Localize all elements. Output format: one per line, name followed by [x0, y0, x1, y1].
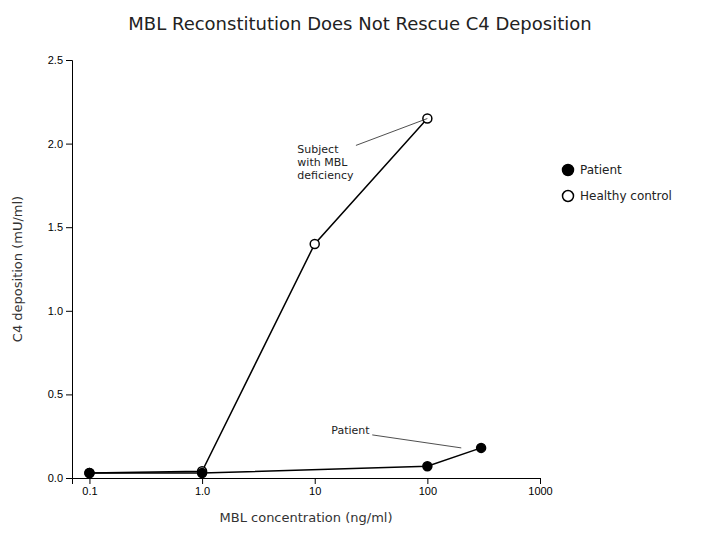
legend-marker: [563, 165, 574, 176]
x-tick: 10: [309, 478, 321, 497]
chart: 0.1 1.0 10 100 1000 0.0 0.5 1.0 1.5 2.0 2.5 Subject…: [0, 0, 720, 540]
legend-item: Patient: [563, 163, 623, 177]
y-tick: 1.0: [48, 305, 72, 317]
series: [85, 443, 486, 477]
series-point: [423, 462, 432, 471]
y-tick: 2.0: [48, 138, 72, 150]
x-axis: 0.1 1.0 10 100 1000: [73, 478, 553, 497]
x-tick-label: 1000: [528, 485, 552, 497]
x-tick-mark: [540, 478, 541, 484]
series-line: [89, 448, 481, 473]
x-tick-label: 100: [419, 485, 437, 497]
x-tick-label: 10: [309, 485, 321, 497]
annotations: Subjectwith MBLdeficiency Patient: [297, 119, 461, 448]
y-axis: 0.0 0.5 1.0 1.5 2.0 2.5: [48, 54, 73, 484]
x-tick-label: 1.0: [195, 485, 210, 497]
series-point: [85, 468, 94, 477]
annotation-text: Subjectwith MBLdeficiency: [297, 143, 354, 181]
legend-item: Healthy control: [563, 189, 672, 203]
marks: [85, 114, 486, 477]
annotation-text: Patient: [331, 424, 370, 437]
x-axis-line: [73, 479, 541, 485]
y-axis-line: [66, 61, 73, 479]
y-tick-label: 2.5: [48, 54, 63, 66]
annotation-connector: [372, 435, 461, 448]
plot: 0.1 1.0 10 100 1000 0.0 0.5 1.0 1.5 2.0 2.5 Subject…: [48, 54, 553, 497]
y-axis-title: C4 deposition (mU/ml): [10, 196, 25, 342]
series-point: [310, 239, 319, 248]
series-point: [198, 468, 207, 477]
series-point: [477, 443, 486, 452]
x-tick-mark: [427, 478, 428, 484]
annotation-line: Patient: [331, 424, 370, 437]
annotation-line: deficiency: [297, 169, 354, 182]
legend-marker: [563, 191, 574, 202]
y-tick-mark: [66, 478, 72, 479]
annotation-line: Subject: [297, 143, 339, 156]
x-tick-mark: [315, 478, 316, 484]
y-tick-label: 1.0: [48, 305, 63, 317]
y-tick-mark: [66, 227, 72, 228]
legend-label: Healthy control: [580, 189, 672, 203]
y-tick-label: 0.5: [48, 388, 63, 400]
y-tick: 0.0: [48, 472, 72, 484]
x-axis-title: MBL concentration (ng/ml): [220, 510, 393, 525]
x-tick: 0.1: [82, 478, 97, 497]
y-tick-label: 1.5: [48, 221, 63, 233]
legend: Patient Healthy control: [563, 163, 672, 203]
y-tick-mark: [66, 311, 72, 312]
y-tick-mark: [66, 144, 72, 145]
x-tick-label: 0.1: [82, 485, 97, 497]
y-tick-mark: [66, 60, 72, 61]
title: MBL Reconstitution Does Not Rescue C4 De…: [128, 13, 591, 34]
series-line: [89, 119, 427, 473]
legend-label: Patient: [580, 163, 622, 177]
y-tick: 0.5: [48, 388, 72, 400]
series-point: [85, 468, 94, 477]
x-tick: 1000: [528, 478, 552, 497]
series: [85, 114, 432, 477]
x-tick: 1.0: [195, 478, 210, 497]
x-tick-mark: [89, 478, 90, 484]
y-tick: 2.5: [48, 54, 72, 66]
annotation-connector: [356, 119, 427, 146]
y-tick: 1.5: [48, 221, 72, 233]
y-tick-mark: [66, 394, 72, 395]
y-tick-label: 2.0: [48, 138, 63, 150]
x-tick-mark: [202, 478, 203, 484]
y-tick-label: 0.0: [48, 472, 63, 484]
x-tick: 100: [419, 478, 437, 497]
annotation-line: with MBL: [297, 156, 348, 169]
